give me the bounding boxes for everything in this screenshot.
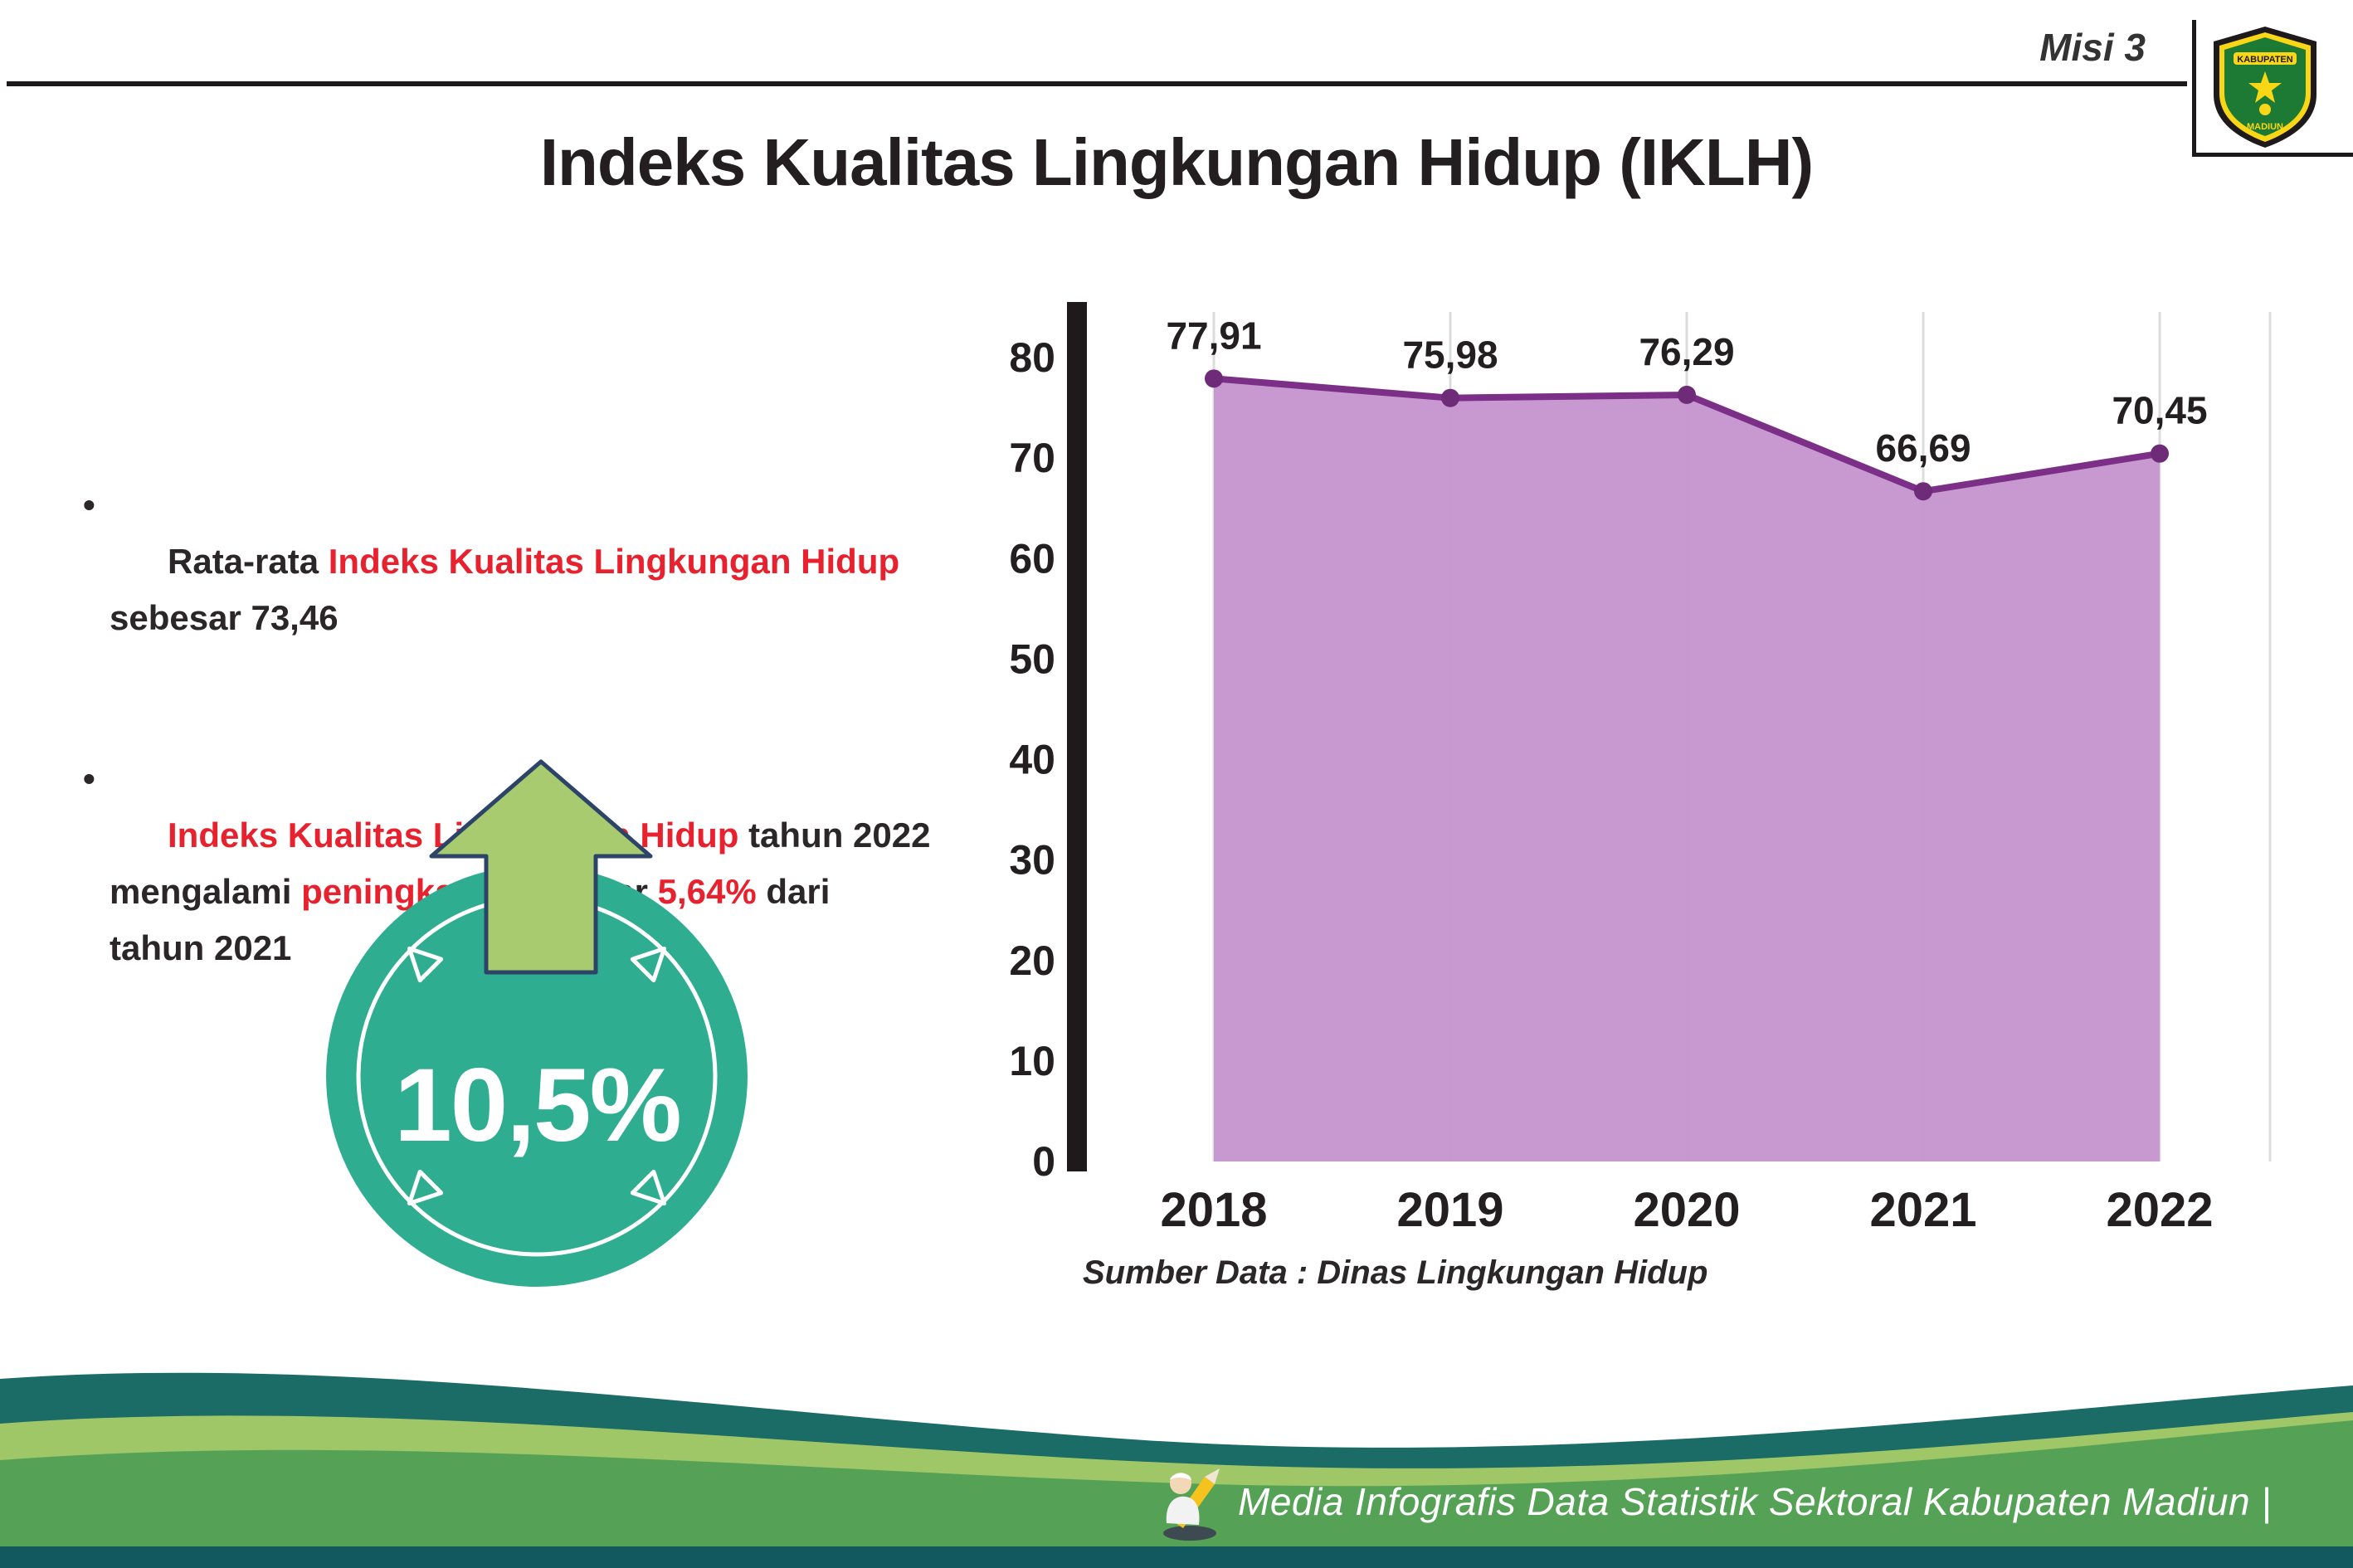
shield-icon: KABUPATEN MADIUN — [2214, 27, 2316, 148]
footer-credit: Media Infografis Data Statistik Sektoral… — [1158, 1462, 2272, 1541]
triangle-mark-icon — [630, 1169, 667, 1206]
bullet-dot: • — [83, 485, 95, 524]
svg-text:2018: 2018 — [1160, 1183, 1267, 1237]
svg-text:76,29: 76,29 — [1639, 330, 1734, 373]
page-title: Indeks Kualitas Lingkungan Hidup (IKLH) — [539, 125, 1814, 199]
bullet-segment-highlight: 5,64% — [657, 872, 757, 912]
svg-text:2020: 2020 — [1633, 1183, 1740, 1237]
triangle-mark-icon — [630, 946, 667, 983]
bullet-segment: Rata-rata — [168, 542, 329, 582]
svg-text:KABUPATEN: KABUPATEN — [2237, 55, 2292, 65]
svg-text:2022: 2022 — [2106, 1183, 2213, 1237]
increase-percentage: 10,5% — [394, 1048, 681, 1163]
up-arrow-icon — [429, 759, 653, 975]
svg-text:50: 50 — [1009, 635, 1055, 682]
data-source-caption: Sumber Data : Dinas Lingkungan Hidup — [1083, 1254, 1708, 1291]
svg-text:MADIUN: MADIUN — [2247, 122, 2283, 132]
bullet-segment: dari tahun 2021 — [110, 872, 831, 968]
kabupaten-madiun-logo: KABUPATEN MADIUN — [2210, 25, 2320, 153]
triangle-mark-icon — [407, 1169, 444, 1206]
svg-text:10: 10 — [1009, 1038, 1055, 1084]
svg-text:20: 20 — [1009, 937, 1055, 984]
iklh-area-chart: 0 10 20 30 40 50 60 70 80 2018 2019 2020 2021 2022 77,… — [1009, 302, 2272, 1237]
bullet-dot: • — [83, 759, 95, 799]
svg-text:77,91: 77,91 — [1166, 314, 1261, 357]
mascot-icon — [1163, 1468, 1220, 1541]
bullet-segment: tahun 2022 mengalami — [110, 816, 931, 912]
svg-text:2019: 2019 — [1396, 1183, 1503, 1237]
misi-label: Misi 3 — [2039, 26, 2146, 69]
bullet-segment-highlight: Indeks Kualitas Lingkungan Hidup — [328, 542, 900, 582]
svg-text:70: 70 — [1009, 435, 1055, 481]
svg-text:40: 40 — [1009, 737, 1055, 783]
svg-text:66,69: 66,69 — [1875, 426, 1971, 470]
bullet-segment: sebesar 73,46 — [110, 598, 339, 638]
bullet-average-iklh: • Rata-rata Indeks Kualitas Lingkungan Hi… — [83, 477, 979, 703]
svg-text:30: 30 — [1009, 837, 1055, 884]
svg-text:2021: 2021 — [1869, 1183, 1976, 1237]
svg-text:0: 0 — [1032, 1138, 1055, 1185]
footer-caption: Media Infografis Data Statistik Sektoral… — [1238, 1480, 2272, 1523]
svg-text:60: 60 — [1009, 535, 1055, 582]
svg-text:80: 80 — [1009, 334, 1055, 381]
logo-frame-vertical — [2192, 20, 2196, 156]
header-rule — [7, 81, 2187, 86]
svg-text:70,45: 70,45 — [2112, 389, 2207, 432]
triangle-mark-icon — [407, 946, 444, 983]
svg-text:75,98: 75,98 — [1402, 334, 1498, 377]
logo-frame-horizontal — [2192, 153, 2353, 157]
